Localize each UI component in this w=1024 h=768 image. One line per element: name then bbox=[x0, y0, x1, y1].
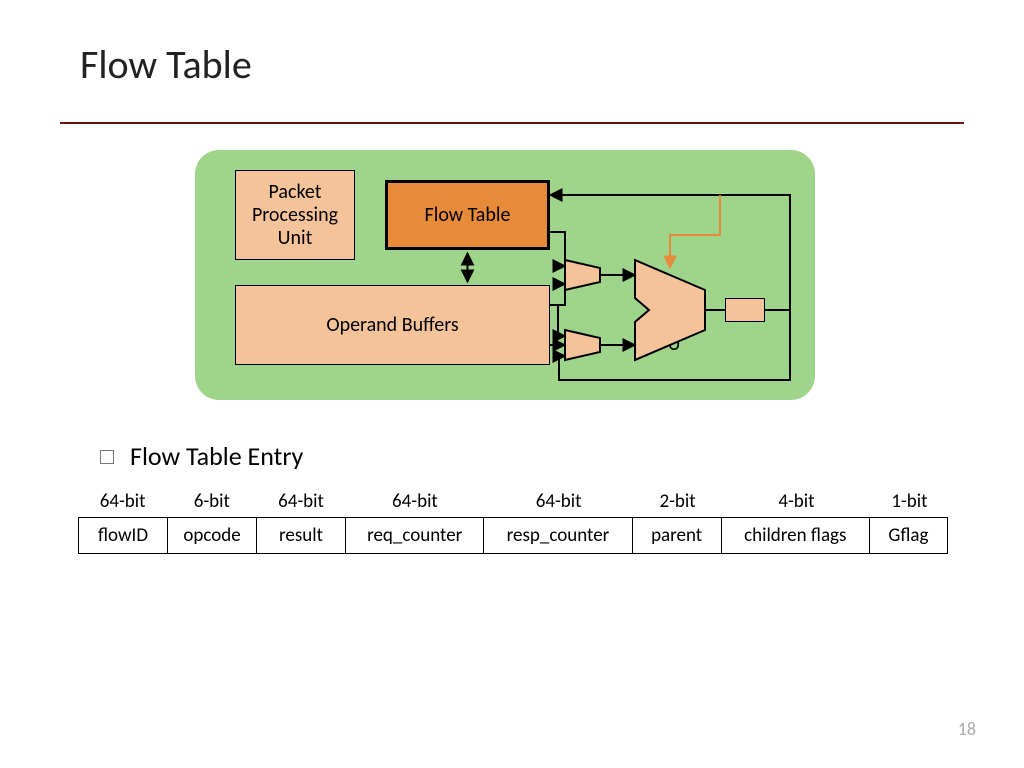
entry-heading: Flow Table Entry bbox=[100, 440, 303, 472]
bits-cell: 1-bit bbox=[871, 490, 948, 517]
field-cell: result bbox=[257, 518, 346, 553]
slide: Flow Table PacketProcessingUnit Flow Tab… bbox=[0, 0, 1024, 768]
bits-cell: 64-bit bbox=[484, 490, 633, 517]
bits-row: 64-bit6-bit64-bit64-bit64-bit2-bit4-bit1… bbox=[78, 490, 948, 517]
bits-cell: 4-bit bbox=[722, 490, 871, 517]
architecture-diagram: PacketProcessingUnit Flow Table Operand … bbox=[195, 150, 815, 400]
title-divider bbox=[60, 122, 964, 124]
diagram-connectors bbox=[195, 150, 815, 400]
page-number: 18 bbox=[958, 718, 976, 740]
slide-title: Flow Table bbox=[80, 40, 252, 89]
field-cell: parent bbox=[633, 518, 722, 553]
field-cell: flowID bbox=[79, 518, 168, 553]
field-cell: Gflag bbox=[870, 518, 947, 553]
bits-cell: 6-bit bbox=[167, 490, 256, 517]
fields-row: flowIDopcoderesultreq_counterresp_counte… bbox=[78, 517, 948, 554]
entry-heading-text: Flow Table Entry bbox=[130, 440, 303, 472]
bullet-icon bbox=[100, 450, 114, 464]
bits-cell: 64-bit bbox=[346, 490, 485, 517]
field-cell: children flags bbox=[722, 518, 870, 553]
flow-table-entry: 64-bit6-bit64-bit64-bit64-bit2-bit4-bit1… bbox=[78, 490, 948, 554]
field-cell: req_counter bbox=[346, 518, 484, 553]
bits-cell: 64-bit bbox=[78, 490, 167, 517]
bits-cell: 2-bit bbox=[633, 490, 722, 517]
field-cell: resp_counter bbox=[484, 518, 632, 553]
field-cell: opcode bbox=[168, 518, 257, 553]
bits-cell: 64-bit bbox=[256, 490, 345, 517]
